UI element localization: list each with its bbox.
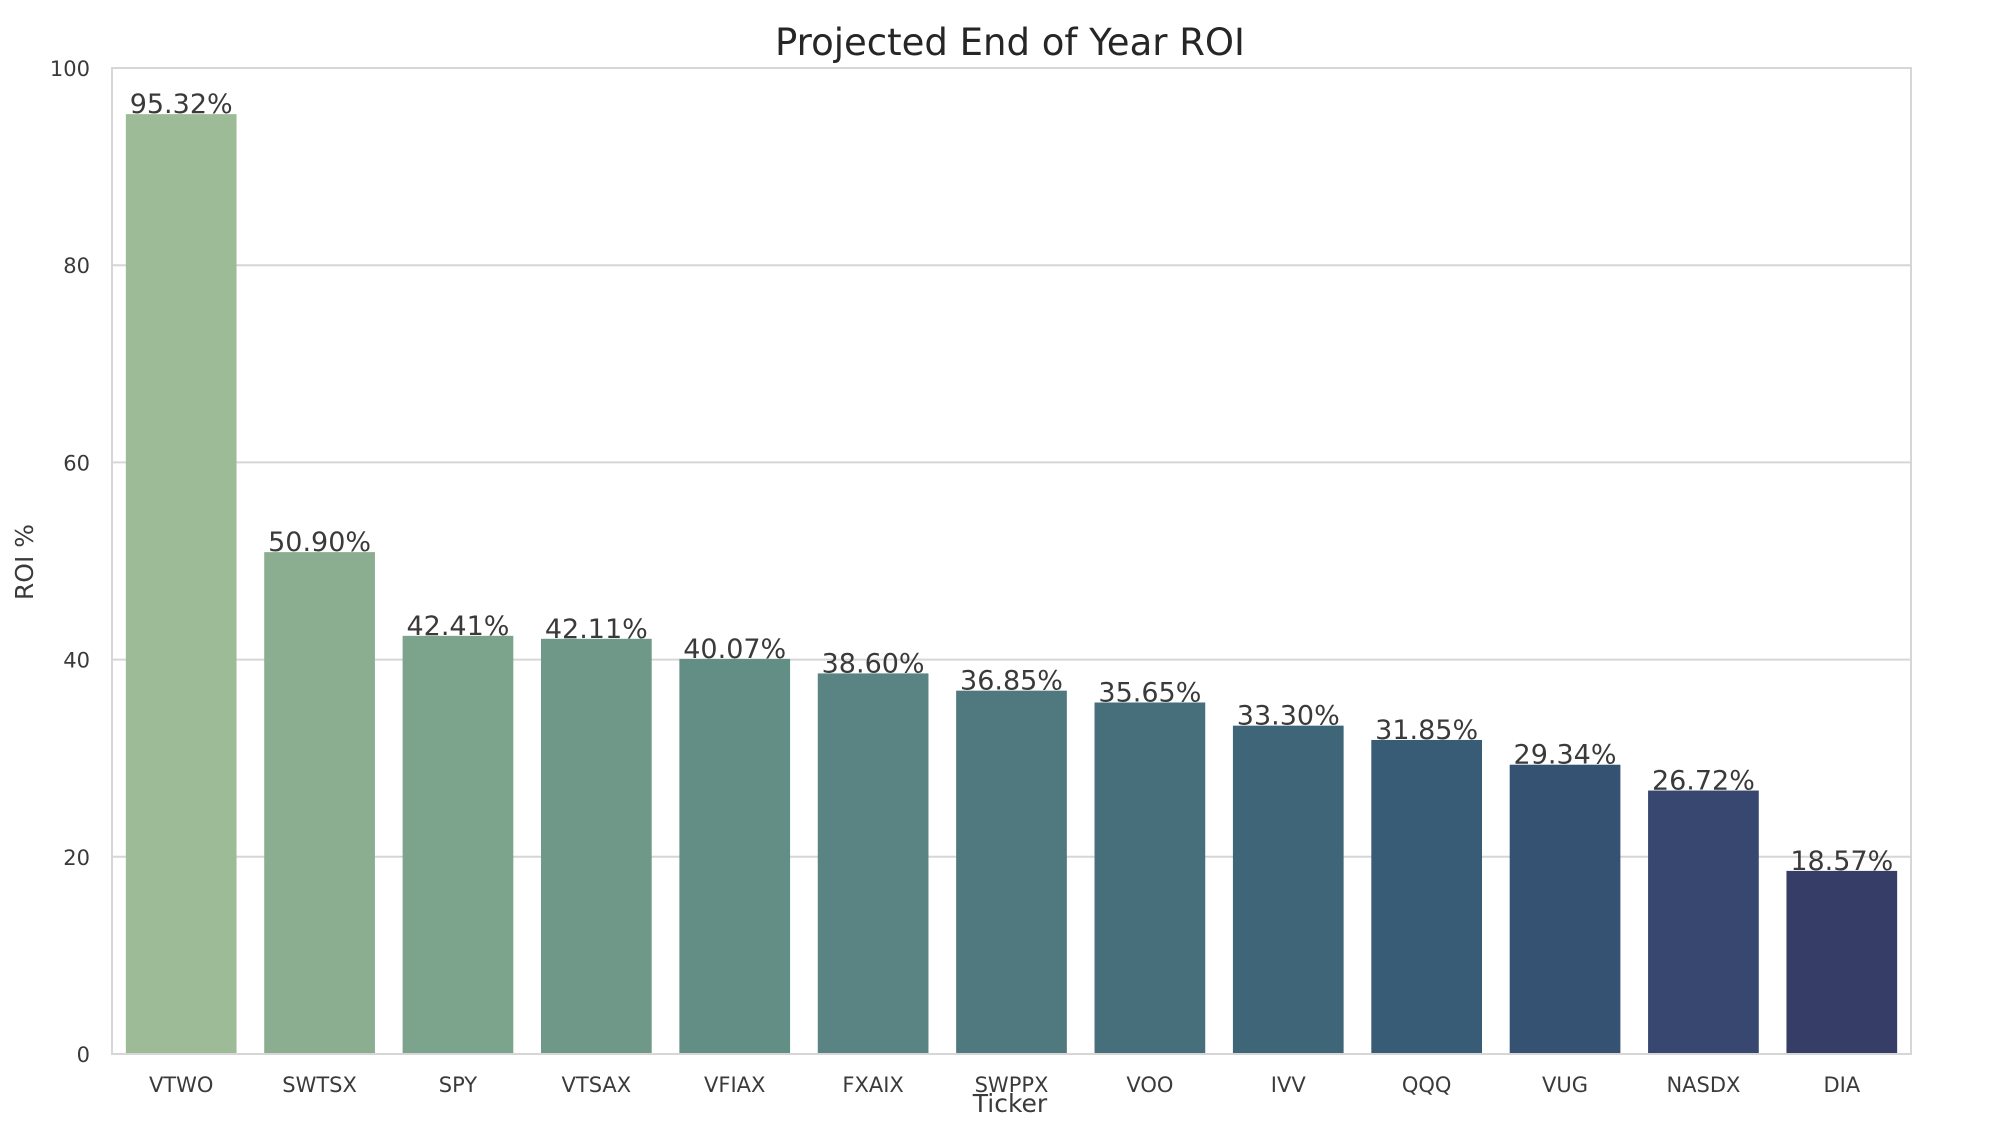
bar-qqq — [1371, 739, 1483, 1054]
y-tick-label: 0 — [77, 1043, 90, 1067]
bar-spy — [402, 635, 514, 1054]
bar-vug — [1509, 764, 1621, 1054]
data-label: 40.07% — [683, 634, 786, 665]
x-tick-label: DIA — [1823, 1073, 1860, 1097]
bar-vfiax — [679, 658, 791, 1054]
bar-fxaix — [817, 673, 929, 1054]
data-labels: 95.32% 50.90% 42.41% 42.11% 40.07% 38.60% 36.8… — [130, 89, 1894, 877]
x-tick-label: SWPPX — [975, 1073, 1049, 1097]
bar-nasdx — [1648, 790, 1759, 1054]
x-tick-label: VTSAX — [562, 1073, 632, 1097]
x-tick-label: VTWO — [149, 1073, 214, 1097]
bar-voo — [1094, 702, 1206, 1054]
y-tick-label: 20 — [63, 846, 90, 870]
data-label: 29.34% — [1514, 740, 1617, 771]
x-tick-labels: VTWO SWTSX SPY VTSAX VFIAX FXAIX SWPPX VOO IVV QQ… — [149, 1073, 1861, 1097]
y-tick-label: 80 — [63, 254, 90, 278]
bar-vtwo — [125, 114, 237, 1055]
y-tick-label: 40 — [63, 649, 90, 673]
data-label: 18.57% — [1790, 846, 1893, 877]
chart-title: Projected End of Year ROI — [775, 21, 1245, 64]
data-label: 38.60% — [822, 648, 925, 679]
x-tick-label: QQQ — [1402, 1073, 1452, 1097]
y-tick-labels: 0 20 40 60 80 100 — [50, 57, 90, 1067]
bar-dia — [1786, 870, 1898, 1054]
x-tick-label: FXAIX — [842, 1073, 903, 1097]
data-label: 50.90% — [268, 527, 371, 558]
data-label: 42.41% — [406, 611, 509, 642]
x-tick-label: VUG — [1542, 1073, 1588, 1097]
y-axis-label: ROI % — [10, 524, 39, 600]
x-axis-label: Ticker — [972, 1089, 1048, 1118]
x-tick-label: VOO — [1126, 1073, 1173, 1097]
bar-vtsax — [540, 638, 652, 1054]
data-label: 26.72% — [1652, 766, 1755, 797]
x-tick-label: SPY — [439, 1073, 478, 1097]
data-label: 33.30% — [1237, 701, 1340, 732]
data-label: 36.85% — [960, 666, 1063, 697]
data-label: 95.32% — [130, 89, 233, 120]
y-tick-label: 100 — [50, 57, 90, 81]
x-tick-label: VFIAX — [704, 1073, 765, 1097]
data-label: 42.11% — [545, 614, 648, 645]
bar-ivv — [1232, 725, 1344, 1054]
bar-swppx — [956, 690, 1067, 1054]
x-tick-label: IVV — [1271, 1073, 1307, 1097]
data-label: 35.65% — [1098, 677, 1201, 708]
x-tick-label: NASDX — [1666, 1073, 1740, 1097]
bar-swtsx — [264, 552, 375, 1054]
x-tick-label: SWTSX — [282, 1073, 357, 1097]
y-tick-label: 60 — [63, 451, 90, 475]
bars — [125, 114, 1898, 1055]
plot-frame — [111, 67, 1912, 1055]
data-label: 31.85% — [1375, 715, 1478, 746]
